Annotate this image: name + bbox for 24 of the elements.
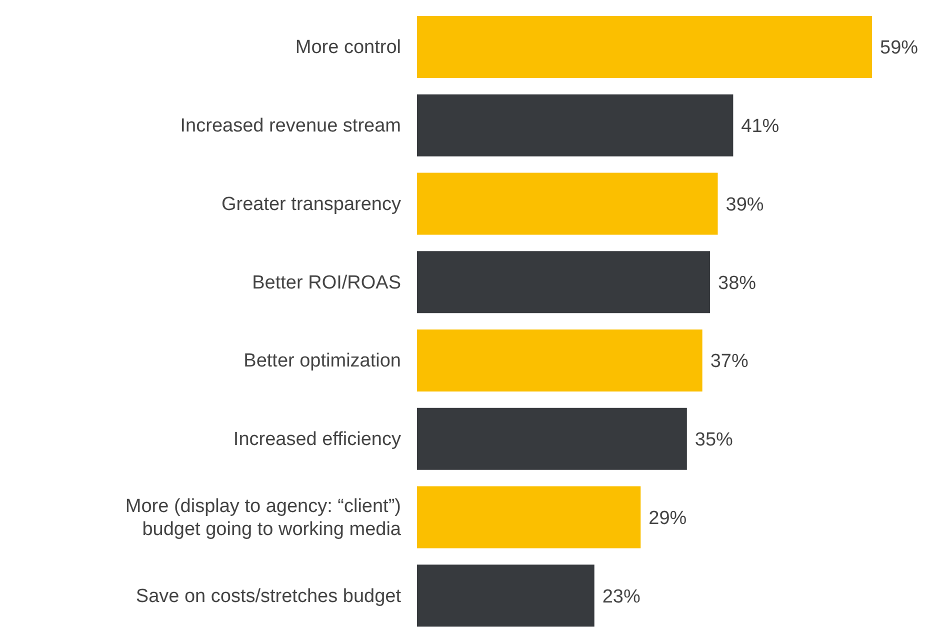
data-label: 59% xyxy=(880,38,918,59)
bar xyxy=(417,94,734,156)
bar xyxy=(417,408,687,470)
y-tick-label: More (display to agency: “client”) budget going to working media xyxy=(125,495,402,540)
bar xyxy=(417,564,594,627)
data-label: 23% xyxy=(602,586,641,608)
bar xyxy=(417,251,710,314)
y-tick-label: Save on costs/stretches budget xyxy=(136,585,402,606)
bar xyxy=(417,486,641,548)
bar xyxy=(417,172,718,235)
bar xyxy=(417,16,872,78)
data-label: 35% xyxy=(694,430,734,451)
y-tick-label: Better optimization xyxy=(244,350,401,372)
data-label: 41% xyxy=(741,116,780,138)
data-label: 37% xyxy=(710,351,748,372)
data-label: 38% xyxy=(718,272,756,294)
data-label: 39% xyxy=(726,194,764,216)
bar xyxy=(417,330,702,392)
y-tick-label: Greater transparency xyxy=(221,193,402,214)
y-tick-label: Better ROI/ROAS xyxy=(252,272,401,293)
y-tick-label: Increased efficiency xyxy=(233,428,402,450)
data-label: 29% xyxy=(648,508,687,529)
y-tick-label: Increased revenue stream xyxy=(180,115,401,136)
y-tick-label: More control xyxy=(295,36,401,58)
